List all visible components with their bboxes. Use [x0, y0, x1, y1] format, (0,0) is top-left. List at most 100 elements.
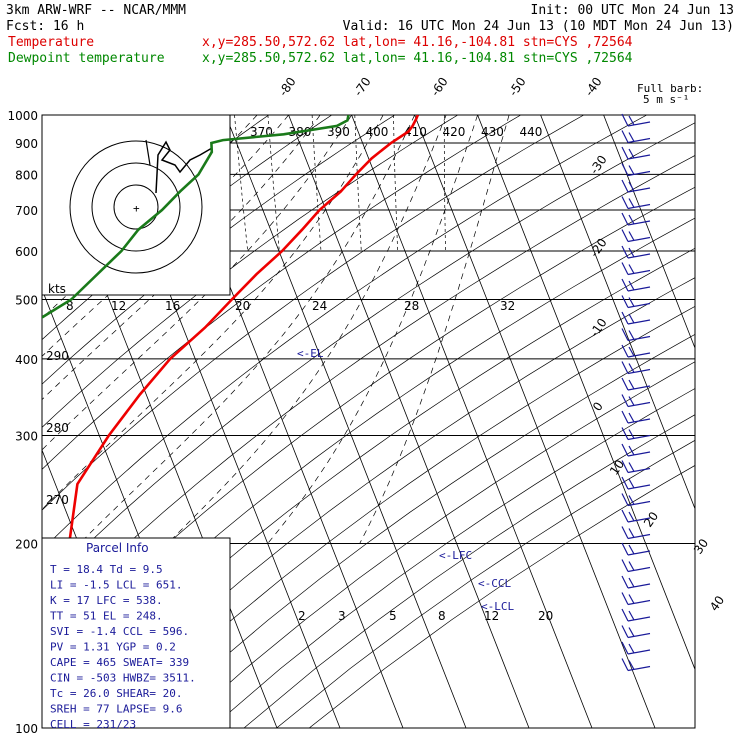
isotherm-label: -40 — [582, 75, 605, 99]
el-marker: <-EL — [297, 347, 324, 360]
mixing-ratio-line — [234, 115, 249, 252]
hodograph-ring-label: 16 — [165, 299, 180, 313]
dry-adiabat — [42, 186, 695, 664]
wind-barb-flag — [621, 542, 629, 556]
wind-barb — [627, 550, 651, 556]
wind-barb-flag — [628, 198, 635, 208]
parcel-info-row: SVI = -1.4 CCL = 596. — [50, 625, 189, 638]
wind-barb-flag — [621, 179, 629, 193]
wind-barb-flag — [628, 445, 635, 456]
wind-barb-flag — [628, 429, 635, 439]
pressure-tick-label: 1000 — [7, 109, 38, 123]
wet-bulb-label: 20 — [235, 299, 250, 313]
wind-barb — [627, 220, 651, 226]
ccl-marker: <-CCL — [478, 577, 511, 590]
dry-adiabat-label: 440 — [520, 125, 543, 139]
wind-barb-flag — [628, 627, 635, 637]
wind-barb-flag — [621, 130, 629, 143]
pressure-tick-label: 100 — [15, 722, 38, 736]
parcel-info-row: CIN = -503 HWBZ= 3511. — [50, 672, 196, 685]
wind-barb — [627, 434, 651, 441]
parcel-info-row: T = 18.4 Td = 9.5 — [50, 563, 163, 576]
pressure-tick-label: 300 — [15, 430, 38, 444]
wind-barb-flag — [621, 493, 629, 506]
wind-barb-flag — [628, 495, 635, 505]
wind-barb-flag — [621, 163, 629, 176]
dry-adiabat — [113, 305, 695, 728]
dry-adiabat — [42, 217, 695, 701]
wind-barb-flag — [628, 247, 635, 258]
isotherm-line — [477, 115, 695, 671]
wind-barb-flag — [628, 313, 635, 324]
wind-barb — [627, 236, 651, 243]
dewpoint-trace — [42, 115, 350, 319]
mixing-ratio-label: 2 — [298, 609, 306, 623]
wind-barb — [627, 484, 651, 490]
mixing-ratio-label: 20 — [538, 609, 553, 623]
wind-barb — [627, 137, 651, 144]
init-time: Init: 00 UTC Mon 24 Jun 13 — [531, 3, 735, 18]
wind-barb-flag — [621, 361, 629, 374]
hodograph-ring-label: 12 — [111, 299, 126, 313]
mixing-ratio-line — [311, 115, 322, 252]
dry-adiabat — [42, 155, 695, 628]
parcel-info-row: CAPE = 465 SWEAT= 339 — [50, 656, 189, 669]
isotherm-label: -70 — [351, 75, 374, 99]
wind-barb — [627, 335, 651, 342]
mixing-ratio-label: 12 — [484, 609, 499, 623]
wind-barb — [627, 302, 651, 309]
wind-barb — [627, 467, 651, 474]
wind-barb — [627, 319, 651, 325]
isotherm-label: 30 — [691, 536, 711, 557]
wind-barb-flag — [628, 610, 635, 621]
pressure-tick-label: 200 — [15, 537, 38, 551]
valid-time: Valid: 16 UTC Mon 24 Jun 13 (10 MDT Mon … — [343, 19, 734, 34]
wind-barb-flag — [621, 410, 629, 424]
dry-adiabat-label: 430 — [481, 125, 504, 139]
dry-adiabat — [42, 115, 584, 511]
wind-barb-flag — [628, 148, 635, 159]
dry-adiabat-label: 420 — [443, 125, 466, 139]
pressure-tick-label: 800 — [15, 168, 38, 182]
wind-barb-flag — [628, 132, 635, 142]
dry-adiabat — [243, 414, 695, 728]
wind-barb — [627, 517, 651, 523]
wind-barb-flag — [621, 113, 629, 127]
wind-barb-flag — [621, 344, 629, 358]
wind-barb-flag — [628, 396, 635, 406]
temperature-legend: Temperature — [8, 35, 94, 50]
wind-barb — [627, 203, 651, 210]
parcel-info-row: CELL = 231/23 — [50, 718, 136, 731]
wind-barb — [627, 566, 651, 573]
pressure-tick-label: 700 — [15, 204, 38, 218]
wind-barb-flag — [628, 660, 635, 670]
wind-barb-flag — [621, 196, 629, 209]
wind-barb-flag — [621, 559, 629, 572]
wind-barb — [627, 187, 651, 193]
wind-barb-flag — [628, 214, 635, 225]
wind-barb — [627, 616, 651, 622]
wind-barb-flag — [628, 462, 635, 472]
isotherm-label: -10 — [587, 316, 610, 340]
parcel-info-panel: Parcel Info T = 18.4 Td = 9.5 LI = -1.5 L… — [41, 537, 231, 731]
pressure-tick-label: 400 — [15, 353, 38, 367]
dry-adiabat — [276, 439, 695, 728]
wind-barb — [627, 599, 651, 606]
dry-adiabat — [80, 277, 695, 728]
pressure-tick-label: 600 — [15, 245, 38, 259]
isotherm-line — [540, 115, 695, 510]
wind-barb-flag — [628, 577, 635, 588]
wind-barb — [627, 632, 651, 639]
wind-barb-flag — [621, 641, 629, 655]
wind-barb-flag — [628, 379, 635, 390]
wet-bulb-label: 32 — [500, 299, 515, 313]
wind-barb-flag — [621, 278, 629, 292]
isotherm-line — [288, 115, 530, 728]
wind-barb-flag — [621, 146, 629, 160]
wind-barb-flag — [628, 478, 635, 489]
parcel-info-row: K = 17 LFC = 538. — [50, 594, 163, 607]
wind-barb — [627, 451, 651, 457]
wind-barb — [627, 401, 651, 408]
wind-barb-flag — [621, 262, 629, 275]
